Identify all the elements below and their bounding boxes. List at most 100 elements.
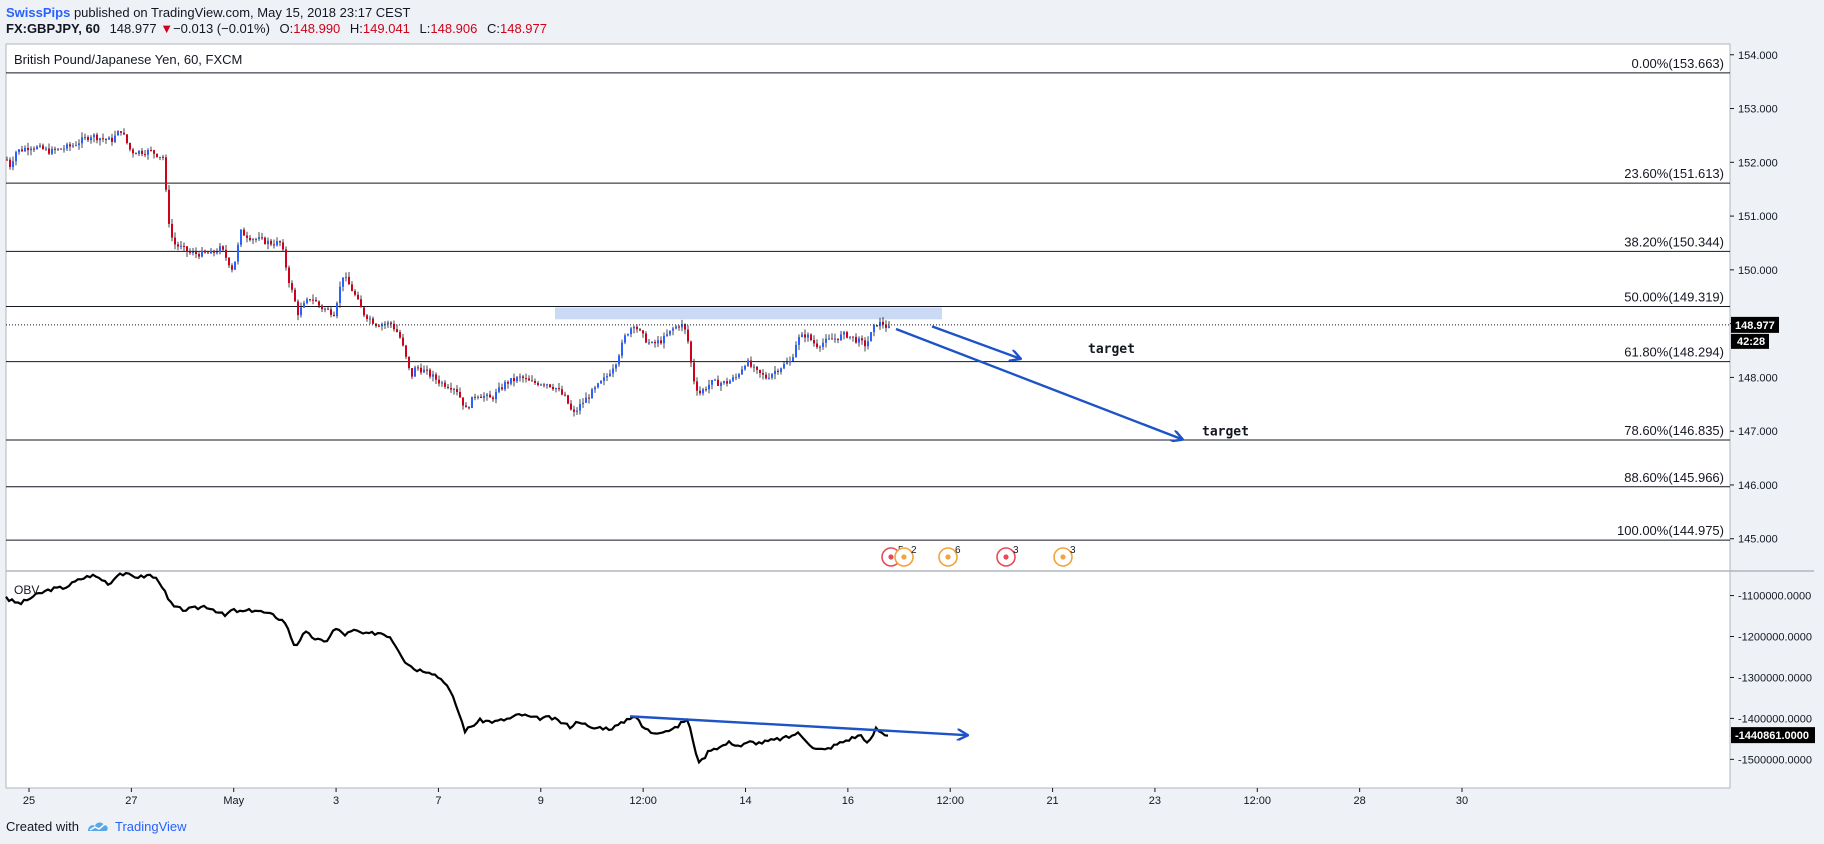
candle-body (642, 330, 644, 334)
chart-canvas[interactable]: British Pound/Japanese Yen, 60, FXCM OBV… (0, 0, 1824, 808)
obv-line (5, 571, 889, 765)
candle-body (117, 131, 119, 136)
last-price-badge (1731, 316, 1779, 333)
obv-tick-label: -1200000.0000 (1738, 632, 1812, 644)
candle-body (609, 373, 611, 376)
candle-body (696, 381, 698, 391)
candle-body (627, 334, 629, 336)
symbol-label[interactable]: FX:GBPJPY, 60 (6, 21, 100, 36)
candle-body (174, 237, 176, 245)
candle-body (645, 333, 647, 343)
candle-body (138, 150, 140, 154)
candle-body (417, 367, 419, 369)
candle-body (753, 366, 755, 368)
tradingview-logo-icon (88, 822, 108, 831)
price-candles (6, 128, 890, 417)
candle-body (582, 402, 584, 405)
candle-body (855, 336, 857, 343)
candle-body (468, 407, 470, 409)
candle-body (684, 324, 686, 330)
candle-body (336, 302, 338, 317)
candle-body (147, 150, 149, 155)
obv-tick-label: -1500000.0000 (1738, 754, 1812, 766)
candle-body (471, 396, 473, 408)
publish-info: SwissPips published on TradingView.com, … (6, 5, 410, 20)
candle-body (339, 286, 341, 303)
candle-body (267, 240, 269, 245)
candle-body (672, 328, 674, 331)
high-value: 149.041 (362, 21, 410, 36)
candle-body (792, 357, 794, 361)
candle-body (789, 360, 791, 363)
candle-body (678, 326, 680, 328)
candle-body (345, 276, 347, 278)
event-icon-dot (945, 554, 951, 560)
candle-body (507, 381, 509, 384)
candle-body (882, 321, 884, 325)
candle-body (732, 377, 734, 381)
candle-body (327, 308, 329, 310)
candle-body (723, 381, 725, 383)
price-change: −0.013 (−0.01%) (173, 21, 270, 36)
event-count: 3 (1013, 545, 1019, 556)
obv-axis[interactable]: -1100000.0000 -1200000.0000 -1300000.0000 -… (1730, 591, 1815, 767)
candle-body (357, 294, 359, 300)
candle-body (420, 367, 422, 373)
candle-body (126, 134, 128, 143)
candle-body (576, 410, 578, 412)
time-tick-label: 12:00 (629, 795, 657, 807)
candle-body (879, 321, 881, 327)
candle-body (393, 323, 395, 330)
candle-body (441, 382, 443, 384)
fibonacci-levels[interactable]: 0.00%(153.663) 23.60%(151.613) 38.20%(150.… (6, 56, 1730, 541)
candle-body (534, 380, 536, 383)
candle-body (210, 250, 212, 254)
candle-body (606, 375, 608, 378)
time-tick-label: 14 (739, 795, 751, 807)
candle-body (492, 397, 494, 400)
candle-body (63, 148, 65, 150)
candle-body (588, 397, 590, 399)
candle-body (204, 250, 206, 253)
candle-body (432, 374, 434, 377)
time-tick-label: May (223, 795, 244, 807)
candle-body (309, 299, 311, 301)
candle-body (693, 362, 695, 382)
candle-body (819, 346, 821, 348)
candle-body (156, 153, 158, 157)
candle-body (807, 334, 809, 338)
candle-body (651, 341, 653, 343)
candle-body (408, 356, 410, 369)
author-link[interactable]: SwissPips (6, 5, 71, 20)
resistance-zone[interactable] (555, 307, 942, 320)
target-label: target (1088, 342, 1135, 357)
candle-body (681, 324, 683, 328)
time-tick-label: 25 (23, 795, 35, 807)
candle-body (546, 384, 548, 386)
candle-body (615, 364, 617, 369)
time-axis[interactable]: 25 27 May 3 7 9 12:00 14 16 12:00 21 23 12:00 28 30 (23, 788, 1468, 807)
tradingview-link[interactable]: TradingView (115, 819, 187, 834)
candle-body (519, 376, 521, 378)
candle-body (720, 382, 722, 386)
candle-body (525, 378, 527, 380)
price-axis[interactable]: 154.000153.000152.000151.000150.000149.0… (1730, 50, 1779, 546)
low-value: 148.906 (430, 21, 478, 36)
last-price: 148.977 (109, 21, 157, 36)
candle-body (465, 405, 467, 408)
candle-body (255, 238, 257, 240)
economic-events[interactable]: 52633 (881, 545, 1076, 567)
price-tick-label: 148.000 (1738, 372, 1778, 384)
time-tick-label: 16 (842, 795, 854, 807)
candle-body (195, 252, 197, 255)
candle-body (450, 387, 452, 390)
candle-body (249, 237, 251, 241)
target-arrows[interactable]: target target (895, 325, 1249, 439)
candle-body (348, 276, 350, 285)
candle-body (96, 134, 98, 141)
price-tick-label: 150.000 (1738, 265, 1778, 277)
open-label: O: (279, 21, 294, 36)
candle-body (36, 146, 38, 149)
obv-pane-title: OBV (14, 583, 39, 597)
candle-body (477, 396, 479, 398)
